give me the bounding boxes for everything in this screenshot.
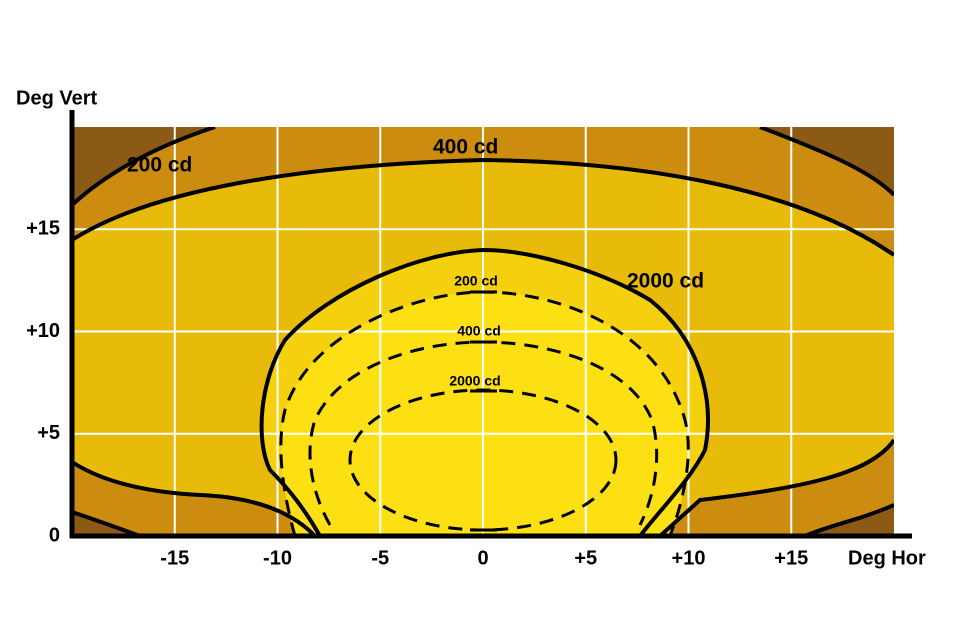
x-tick-label: -5 (371, 547, 389, 569)
contour-label: 400 cd (457, 323, 501, 339)
contour-label: 200 cd (454, 273, 498, 289)
contour-label: 2000 cd (627, 270, 704, 293)
y-tick-label: +5 (37, 422, 60, 444)
contour-lines (72, 127, 894, 536)
y-tick-label: +10 (26, 320, 60, 342)
x-tick-label: +10 (672, 547, 706, 569)
x-tick-label: 0 (477, 547, 488, 569)
contour-2000 (259, 247, 710, 536)
x-axis-label: Deg Hor (848, 547, 926, 569)
x-tick-label: -10 (263, 547, 292, 569)
y-tick-label: 0 (49, 524, 60, 546)
x-tick-label: -15 (160, 547, 189, 569)
contour-label: 400 cd (433, 136, 498, 159)
contour-200 (72, 127, 894, 536)
contour-label: 2000 cd (449, 373, 500, 389)
y-tick-label: +15 (26, 218, 60, 240)
x-tick-label: +15 (774, 547, 808, 569)
contour-label: 200 cd (127, 154, 192, 177)
x-tick-label: +5 (574, 547, 597, 569)
y-axis-label: Deg Vert (16, 87, 97, 109)
contour-400 (72, 157, 894, 536)
